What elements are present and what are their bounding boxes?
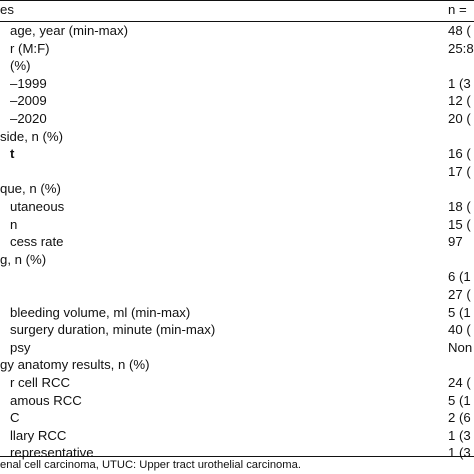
table-row: g, n (%) — [0, 251, 474, 269]
row-variable-label: (%) — [10, 58, 31, 74]
row-variable-label: llary RCC — [10, 427, 67, 443]
row-variable-label: g, n (%) — [0, 251, 47, 267]
row-count-value: 17 ( — [448, 163, 471, 179]
row-variable-label: bleeding volume, ml (min-max) — [10, 304, 191, 320]
row-variable-label: que, n (%) — [0, 181, 61, 197]
table-row: 6 (1 — [0, 268, 474, 286]
row-count-value: 6 (1 — [448, 269, 471, 285]
table-top-rule — [0, 0, 474, 1]
table-row: amous RCC 5 (1 — [0, 392, 474, 410]
row-variable-label: side, n (%) — [0, 128, 64, 144]
table-row: cess rate 97 — [0, 233, 474, 251]
row-count-value: 18 ( — [448, 199, 471, 214]
row-count-value: 27 ( — [448, 287, 471, 302]
row-count-value: 97 — [448, 234, 463, 250]
table-row: side, n (%) — [0, 128, 474, 146]
table-row: surgery duration, minute (min-max) 40 ( — [0, 321, 474, 339]
table-row: –1999 1 (3 — [0, 75, 474, 93]
table-row: t 16 ( — [0, 145, 474, 163]
row-count-value: Non — [448, 339, 473, 355]
row-variable-label: r cell RCC — [10, 375, 71, 390]
table-row: utaneous 18 ( — [0, 198, 474, 216]
row-variable-label: r (M:F) — [10, 40, 50, 56]
row-count-value: 1 (3 — [448, 75, 471, 91]
table-row: 27 ( — [0, 286, 474, 304]
header-variables-label: es — [0, 2, 14, 17]
row-variable-label: age, year (min-max) — [10, 23, 128, 38]
row-variable-label: –1999 — [10, 75, 47, 91]
row-variable-label: psy — [10, 339, 31, 355]
table-row: C 2 (6 — [0, 409, 474, 427]
table-header-row: es n = — [0, 1, 474, 19]
table-row: que, n (%) — [0, 180, 474, 198]
row-count-value: 5 (1 — [448, 392, 471, 408]
table-row: n 15 ( — [0, 216, 474, 234]
row-count-value: 15 ( — [448, 216, 471, 232]
row-variable-label: –2009 — [10, 93, 47, 109]
row-variable-label: surgery duration, minute (min-max) — [10, 322, 216, 338]
table-bottom-rule — [0, 456, 474, 457]
row-variable-label: –2020 — [10, 111, 47, 126]
table-row: r (M:F) 25:8 — [0, 40, 474, 58]
table-row: gy anatomy results, n (%) — [0, 356, 474, 374]
row-count-value: 24 ( — [448, 375, 471, 390]
row-count-value: 12 ( — [448, 93, 471, 109]
row-variable-label: cess rate — [10, 234, 64, 250]
table-row: r cell RCC 24 ( — [0, 374, 474, 392]
table-row: psy Non — [0, 339, 474, 357]
table-header-rule — [0, 21, 474, 22]
row-count-value: 2 (6 — [448, 410, 471, 426]
header-count-label: n = — [448, 2, 467, 17]
row-count-value: 48 ( — [448, 23, 471, 38]
row-count-value: 16 ( — [448, 146, 471, 162]
row-variable-label: utaneous — [10, 199, 65, 214]
row-variable-label: gy anatomy results, n (%) — [0, 357, 150, 373]
table-row: 17 ( — [0, 163, 474, 181]
row-count-value: 5 (1 — [448, 304, 471, 320]
table-row: llary RCC 1 (3 — [0, 427, 474, 445]
row-count-value: 40 ( — [448, 322, 471, 338]
row-variable-label: amous RCC — [10, 392, 82, 408]
row-count-value: 20 ( — [448, 111, 471, 126]
table-footnote: enal cell carcinoma, UTUC: Upper tract u… — [0, 459, 301, 471]
table-row: (%) — [0, 57, 474, 75]
row-variable-label: n — [10, 216, 18, 232]
row-count-value: 1 (3 — [448, 427, 471, 443]
row-count-value: 25:8 — [448, 40, 474, 56]
table-row: bleeding volume, ml (min-max) 5 (1 — [0, 304, 474, 322]
row-variable-label: t — [10, 146, 15, 162]
table-row: age, year (min-max) 48 ( — [0, 22, 474, 40]
row-variable-label: C — [10, 410, 20, 426]
table-row: –2009 12 ( — [0, 92, 474, 110]
table-row: –2020 20 ( — [0, 110, 474, 128]
